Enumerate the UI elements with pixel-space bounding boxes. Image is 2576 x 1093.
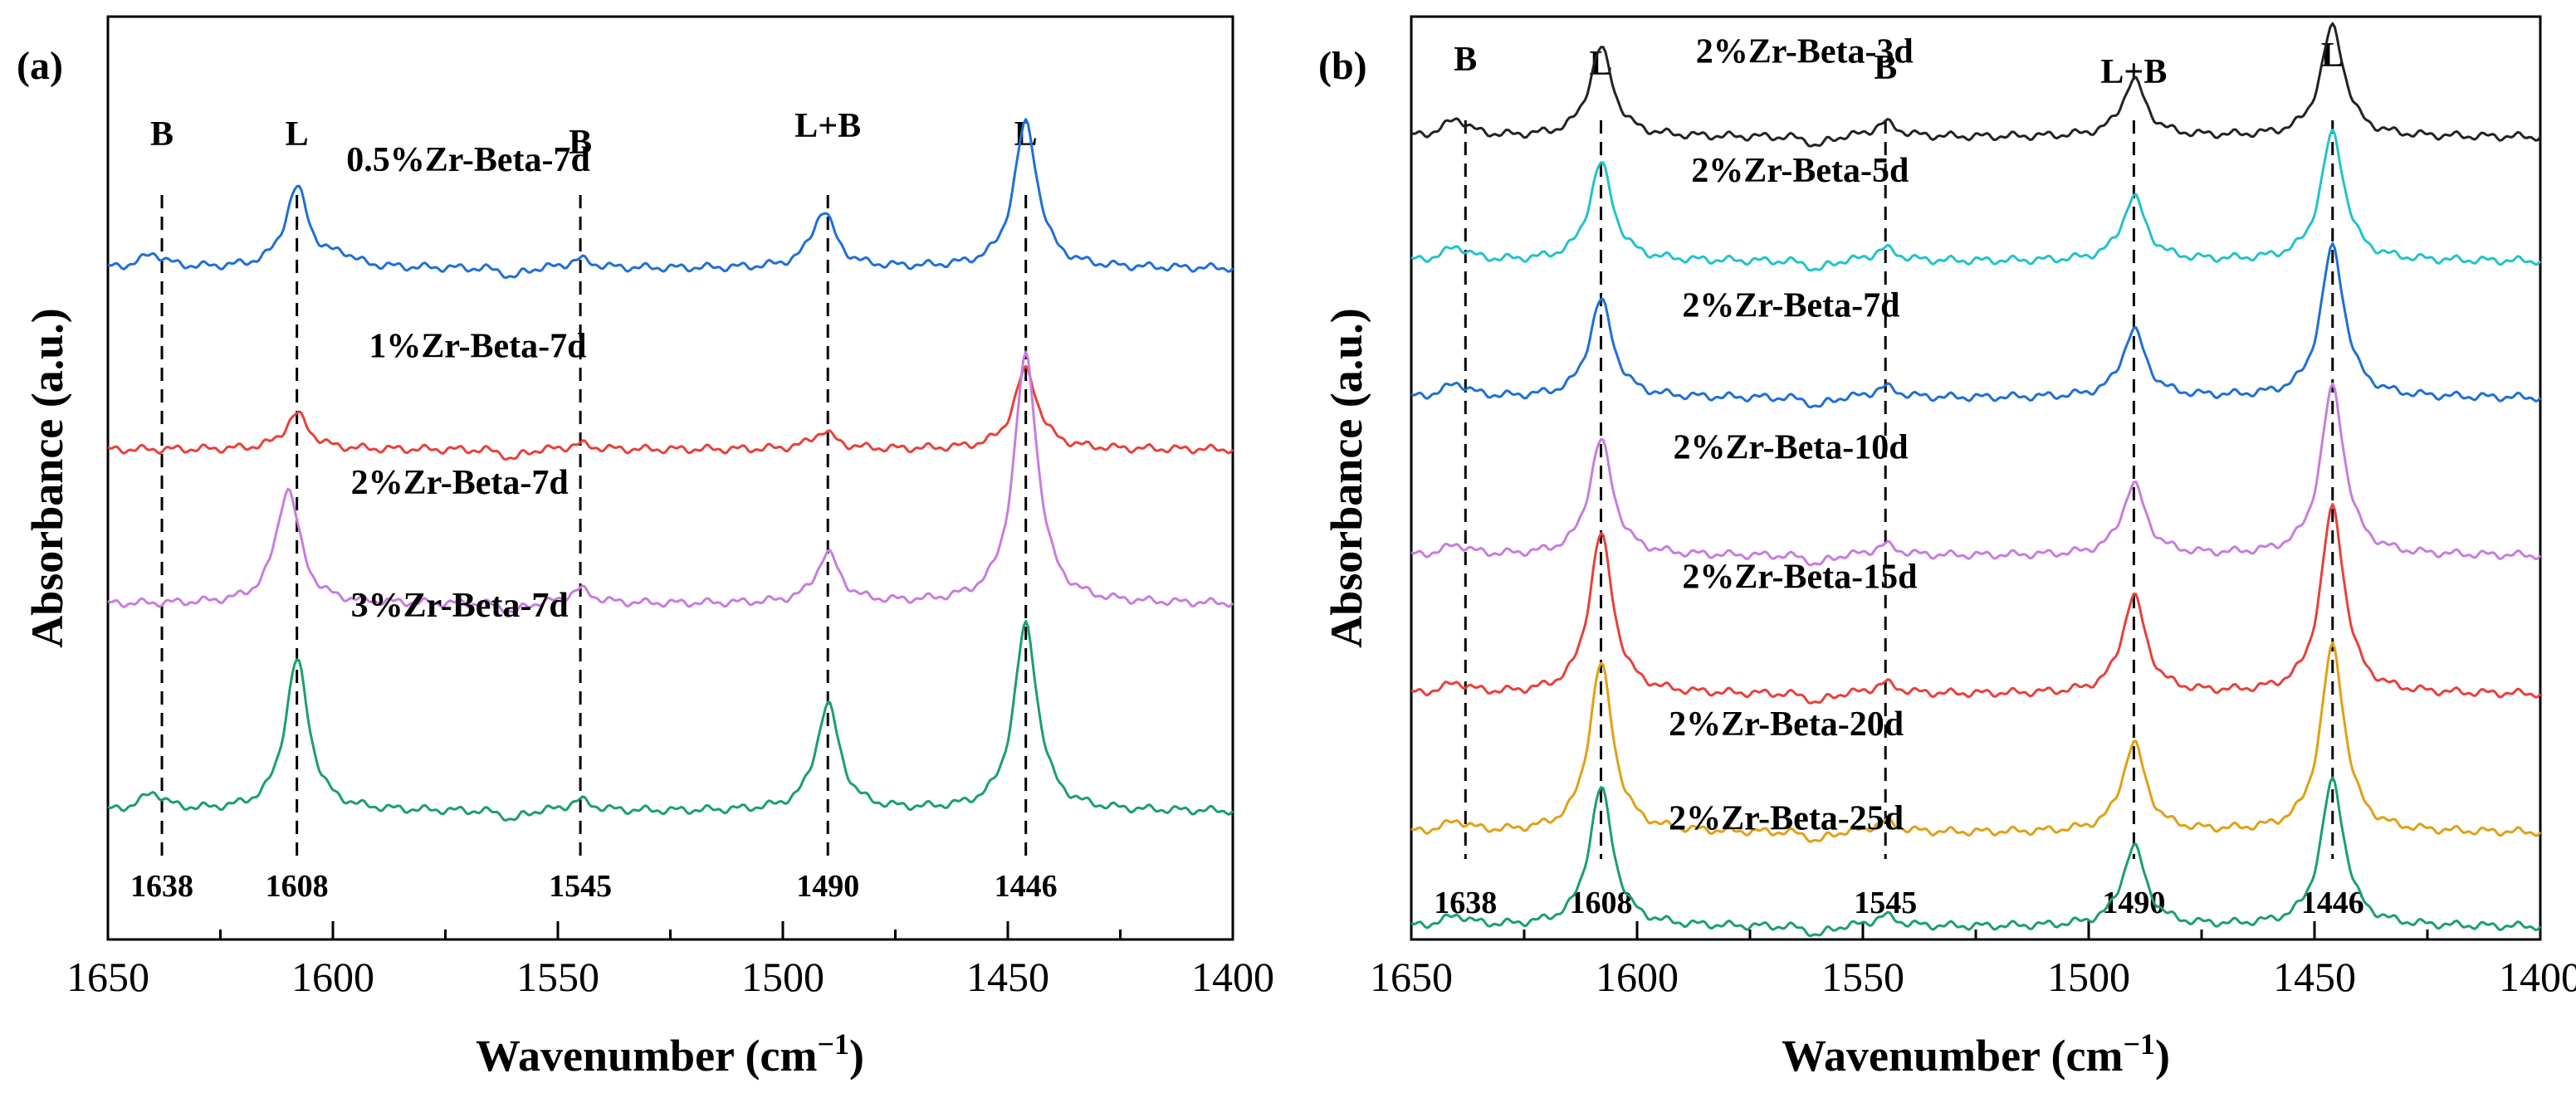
series-label: 3%Zr-Beta-7d — [351, 587, 569, 625]
x-axis-label-sup-a: −1 — [817, 1027, 849, 1061]
series-line — [107, 620, 1234, 822]
x-tick-label: 1400 — [2499, 954, 2576, 1000]
series-group-a: 0.5%Zr-Beta-7d 1%Zr-Beta-7d 2%Zr-Beta-7d 3%… — [107, 118, 1234, 822]
series-line — [1410, 242, 2542, 409]
x-tick-label: 1600 — [1596, 954, 1679, 1000]
series-label: 1%Zr-Beta-7d — [369, 328, 586, 366]
panel-label-b: (b) — [1318, 44, 1367, 88]
band-type-label: B — [1454, 41, 1477, 79]
x-axis-label-main-a: Wavenumber (cm — [476, 1031, 817, 1081]
series-line — [107, 364, 1234, 461]
band-wavenumber-label: 1490 — [2102, 886, 2165, 920]
series-line — [1410, 382, 2542, 567]
band-wavenumber-label: 1490 — [796, 869, 859, 904]
x-ticks-a: 1650 1600 1550 1500 1450 1400 — [66, 921, 1274, 1000]
x-tick-label: 1650 — [1370, 954, 1453, 1000]
band-wavenumber-label: 1608 — [266, 869, 329, 904]
band-type-label: L+B — [794, 107, 861, 145]
band-type-label: B — [569, 124, 592, 162]
series-line — [1410, 129, 2542, 272]
series-line — [1410, 502, 2542, 705]
panel-b: (b) Absorbance (a.u.) Wavenumber (cm−1) … — [1318, 15, 2576, 1081]
x-tick-label: 1500 — [2047, 954, 2130, 1000]
series-label: 2%Zr-Beta-7d — [1682, 286, 1899, 324]
x-axis-label-sup-b: −1 — [2123, 1027, 2155, 1061]
band-wavenumber-label: 1608 — [1569, 886, 1632, 920]
series-line — [1410, 776, 2542, 938]
x-tick-label: 1450 — [966, 954, 1049, 1000]
x-tick-label: 1400 — [1191, 954, 1274, 1000]
y-axis-label-b: Absorbance (a.u.) — [1322, 308, 1371, 648]
x-axis-label-a: Wavenumber (cm−1) — [476, 1027, 864, 1081]
x-tick-label: 1600 — [291, 954, 374, 1000]
plot-frame-b — [1410, 15, 2542, 941]
series-label: 2%Zr-Beta-15d — [1682, 559, 1917, 597]
x-axis-label-b: Wavenumber (cm−1) — [1782, 1027, 2170, 1081]
band-wavenumber-label: 1446 — [995, 869, 1058, 904]
series-line — [1410, 641, 2542, 843]
band-type-label: L — [286, 115, 309, 154]
band-type-label: B — [150, 115, 174, 154]
series-label: 0.5%Zr-Beta-7d — [346, 141, 590, 179]
band-type-label: L+B — [2100, 53, 2167, 91]
band-wavenumber-label: 1545 — [549, 869, 612, 904]
panel-a: (a) Absorbance (a.u.) Wavenumber (cm−1) … — [17, 15, 1274, 1081]
x-tick-label: 1550 — [516, 954, 599, 1000]
series-label: 2%Zr-Beta-3d — [1696, 33, 1914, 71]
series-line — [107, 350, 1234, 614]
plot-frame-a — [106, 15, 1234, 941]
x-ticks-b: 1650 1600 1550 1500 1450 1400 — [1370, 921, 2576, 1000]
series-line — [107, 118, 1234, 280]
series-label: 2%Zr-Beta-25d — [1669, 799, 1904, 837]
band-wavenumber-label: 1638 — [130, 869, 193, 904]
x-axis-label-main-b: Wavenumber (cm — [1782, 1031, 2123, 1081]
y-axis-label-a: Absorbance (a.u.) — [22, 308, 72, 648]
x-axis-label-close-a: ) — [849, 1031, 864, 1081]
series-label: 2%Zr-Beta-7d — [351, 464, 569, 502]
x-tick-label: 1550 — [1821, 954, 1904, 1000]
x-axis-label-close-b: ) — [2155, 1031, 2170, 1081]
band-wavenumber-label: 1446 — [2301, 886, 2364, 920]
x-tick-label: 1450 — [2273, 954, 2356, 1000]
series-label: 2%Zr-Beta-10d — [1674, 428, 1909, 466]
band-type-label: B — [1874, 49, 1897, 87]
x-tick-label: 1500 — [741, 954, 824, 1000]
series-line — [1410, 22, 2542, 148]
series-group-b: 2%Zr-Beta-3d 2%Zr-Beta-5d 2%Zr-Beta-7d 2%Zr… — [1410, 22, 2542, 938]
panel-label-a: (a) — [17, 44, 63, 88]
x-tick-label: 1650 — [66, 954, 149, 1000]
series-label: 2%Zr-Beta-5d — [1691, 152, 1909, 190]
series-label: 2%Zr-Beta-20d — [1669, 705, 1904, 744]
